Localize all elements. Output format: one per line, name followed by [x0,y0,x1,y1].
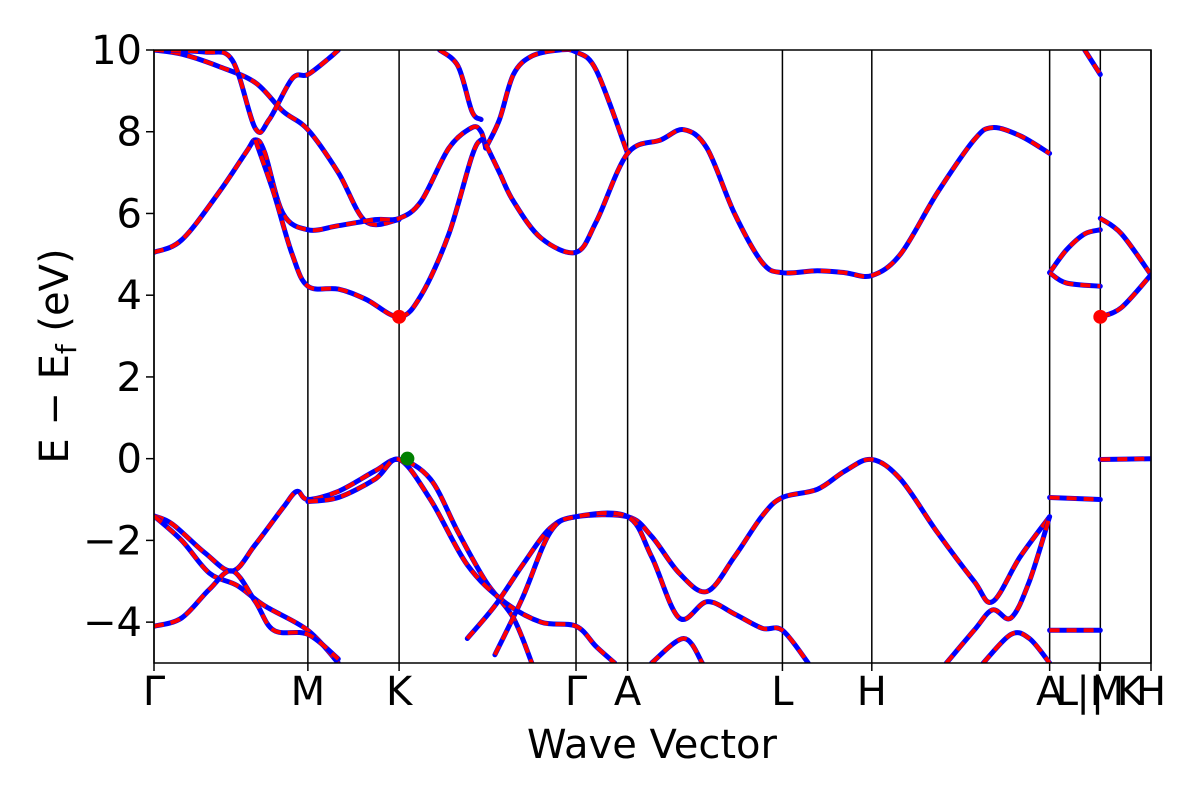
band-line-blue-1 [154,50,341,135]
band-line-red-9 [154,568,340,661]
band-line-red-7 [154,457,534,663]
x-tick-label: H [857,669,887,715]
band-line-red-23 [1100,456,1151,462]
x-tick-label: A [614,669,642,715]
band-extremum-marker-0 [392,309,407,324]
band-line-blue-16 [1047,227,1103,276]
band-line-red-20 [1083,50,1102,76]
marker-layer [392,309,1108,466]
band-line-red-11 [465,457,1052,640]
y-tick-label: 6 [117,191,142,237]
x-ticks: Γ M K Γ A L H A |ML | KH [143,663,1166,715]
x-tick-label: L | K [1056,669,1145,715]
y-tick-label: 10 [91,28,142,74]
band-line-red-3 [253,137,488,319]
band-lines [154,50,1151,663]
y-tick-label: 2 [117,355,142,401]
band-line-red-13 [650,636,705,663]
x-tick-label: H [1136,669,1166,715]
x-tick-label: K [386,669,414,715]
band-line-red-12 [493,511,810,663]
y-axis-label: E − Ef (eV) [32,248,83,463]
band-line-red-18 [1099,216,1151,276]
band-line-red-16 [1047,227,1101,274]
x-tick-label: L [771,669,794,715]
y-ticks: −4 −2 0 2 4 6 8 10 [83,28,154,646]
band-line-blue-6 [437,50,484,122]
x-tick-label: Γ [143,669,166,715]
band-line-red-2 [154,124,488,255]
y-tick-label: 8 [117,110,142,156]
band-line-red-17 [1048,270,1101,289]
band-line-blue-11 [464,456,1053,641]
band-line-blue-18 [1097,215,1151,278]
band-line-blue-17 [1047,270,1103,289]
y-tick-label: 0 [117,437,142,483]
x-axis-label: Wave Vector [527,722,778,768]
band-line-blue-4 [483,50,631,156]
band-line-red-14 [944,516,1052,663]
band-line-red-4 [483,50,630,155]
y-tick-label: 4 [117,273,142,319]
y-tick-label: −4 [83,600,142,646]
y-tick-label: −2 [83,518,142,564]
band-line-red-8 [154,514,340,663]
x-tick-label: |M [1076,669,1124,715]
band-line-red-10 [307,457,617,663]
x-tick-label: A [1036,669,1064,715]
x-tick-label: M [291,669,326,715]
band-line-red-15 [981,630,1052,663]
band-extremum-marker-1 [1093,309,1108,324]
band-line-red-1 [154,50,340,135]
band-line-blue-9 [154,568,341,662]
band-line-red-5 [483,125,1051,279]
band-line-red-6 [438,50,483,122]
band-line-red-19 [1099,273,1151,319]
band-line-blue-10 [305,456,618,663]
plot-frame [153,49,1152,664]
band-line-red-0 [154,50,400,227]
band-line-red-21 [1049,495,1101,502]
band-extremum-marker-2 [400,451,415,466]
x-tick-label: Γ [565,669,588,715]
